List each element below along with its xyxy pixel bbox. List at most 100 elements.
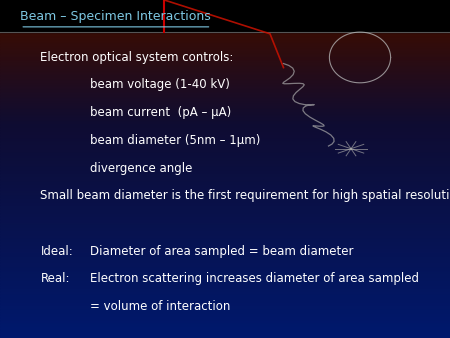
- Bar: [0, 277, 450, 279]
- Bar: [0, 196, 450, 197]
- Bar: [0, 213, 450, 214]
- Bar: [0, 275, 450, 277]
- Bar: [0, 93, 450, 95]
- Bar: [0, 251, 450, 252]
- Bar: [0, 228, 450, 230]
- Bar: [0, 220, 450, 222]
- Bar: [0, 37, 450, 38]
- Bar: [0, 167, 450, 168]
- Bar: [0, 188, 450, 190]
- Text: Diameter of area sampled = beam diameter: Diameter of area sampled = beam diameter: [90, 245, 354, 258]
- Bar: [0, 125, 450, 127]
- Bar: [0, 139, 450, 141]
- Bar: [0, 96, 450, 98]
- Bar: [0, 260, 450, 262]
- Bar: [0, 41, 450, 43]
- Bar: [0, 225, 450, 226]
- Bar: [0, 156, 450, 158]
- Bar: [0, 239, 450, 240]
- Bar: [0, 297, 450, 298]
- Bar: [0, 248, 450, 249]
- Bar: [0, 0, 450, 32]
- Bar: [0, 113, 450, 115]
- Bar: [0, 136, 450, 138]
- Bar: [0, 245, 450, 246]
- Bar: [0, 159, 450, 161]
- Bar: [0, 78, 450, 79]
- Bar: [0, 151, 450, 153]
- Bar: [0, 142, 450, 144]
- Bar: [0, 161, 450, 162]
- Bar: [0, 191, 450, 193]
- Bar: [0, 124, 450, 125]
- Bar: [0, 187, 450, 188]
- Bar: [0, 289, 450, 291]
- Bar: [0, 168, 450, 170]
- Bar: [0, 280, 450, 282]
- Bar: [0, 44, 450, 46]
- Bar: [0, 256, 450, 257]
- Bar: [0, 61, 450, 63]
- Bar: [0, 176, 450, 177]
- Bar: [0, 82, 450, 84]
- Bar: [0, 282, 450, 283]
- Bar: [0, 170, 450, 171]
- Text: beam voltage (1-40 kV): beam voltage (1-40 kV): [90, 78, 230, 91]
- Bar: [0, 197, 450, 199]
- Bar: [0, 308, 450, 309]
- Bar: [0, 205, 450, 207]
- Bar: [0, 269, 450, 271]
- Bar: [0, 133, 450, 135]
- Bar: [0, 216, 450, 217]
- Bar: [0, 200, 450, 202]
- Bar: [0, 184, 450, 185]
- Bar: [0, 318, 450, 320]
- Bar: [0, 222, 450, 223]
- Bar: [0, 291, 450, 292]
- Bar: [0, 327, 450, 329]
- Bar: [0, 336, 450, 338]
- Bar: [0, 148, 450, 150]
- Bar: [0, 84, 450, 86]
- Bar: [0, 58, 450, 59]
- Bar: [0, 76, 450, 78]
- Bar: [0, 272, 450, 274]
- Bar: [0, 312, 450, 314]
- Bar: [0, 147, 450, 148]
- Bar: [0, 49, 450, 50]
- Bar: [0, 173, 450, 174]
- Bar: [0, 89, 450, 90]
- Bar: [0, 107, 450, 108]
- Bar: [0, 81, 450, 82]
- Bar: [0, 303, 450, 304]
- Bar: [0, 242, 450, 243]
- Bar: [0, 236, 450, 237]
- Bar: [0, 285, 450, 286]
- Bar: [0, 292, 450, 294]
- Bar: [0, 79, 450, 81]
- Bar: [0, 179, 450, 180]
- Bar: [0, 323, 450, 324]
- Bar: [0, 182, 450, 184]
- Bar: [0, 320, 450, 321]
- Bar: [0, 210, 450, 211]
- Bar: [0, 214, 450, 216]
- Bar: [0, 35, 450, 37]
- Bar: [0, 266, 450, 268]
- Bar: [0, 335, 450, 336]
- Bar: [0, 333, 450, 335]
- Bar: [0, 150, 450, 151]
- Bar: [0, 329, 450, 330]
- Bar: [0, 309, 450, 311]
- Text: Electron scattering increases diameter of area sampled: Electron scattering increases diameter o…: [90, 272, 419, 285]
- Bar: [0, 162, 450, 164]
- Text: Ideal:: Ideal:: [40, 245, 73, 258]
- Bar: [0, 153, 450, 154]
- Bar: [0, 59, 450, 61]
- Bar: [0, 66, 450, 67]
- Bar: [0, 180, 450, 182]
- Bar: [0, 115, 450, 116]
- Text: Beam – Specimen Interactions: Beam – Specimen Interactions: [20, 9, 211, 23]
- Bar: [0, 98, 450, 99]
- Bar: [0, 301, 450, 303]
